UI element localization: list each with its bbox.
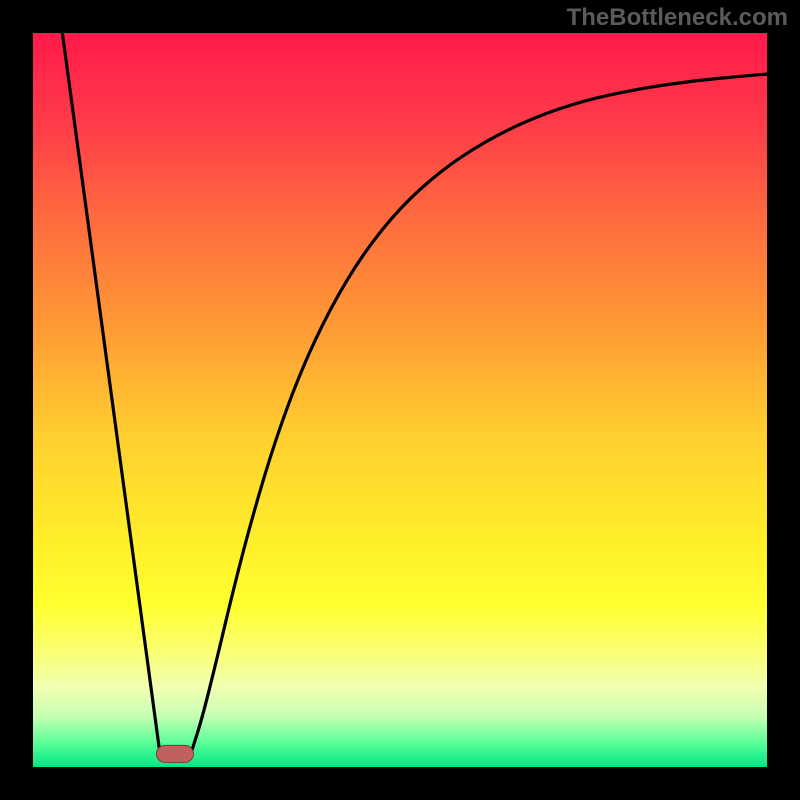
bottleneck-curve [33,33,767,767]
optimum-marker [156,745,194,763]
canvas: TheBottleneck.com [0,0,800,800]
plot-area [33,33,767,767]
watermark-text: TheBottleneck.com [567,4,788,32]
